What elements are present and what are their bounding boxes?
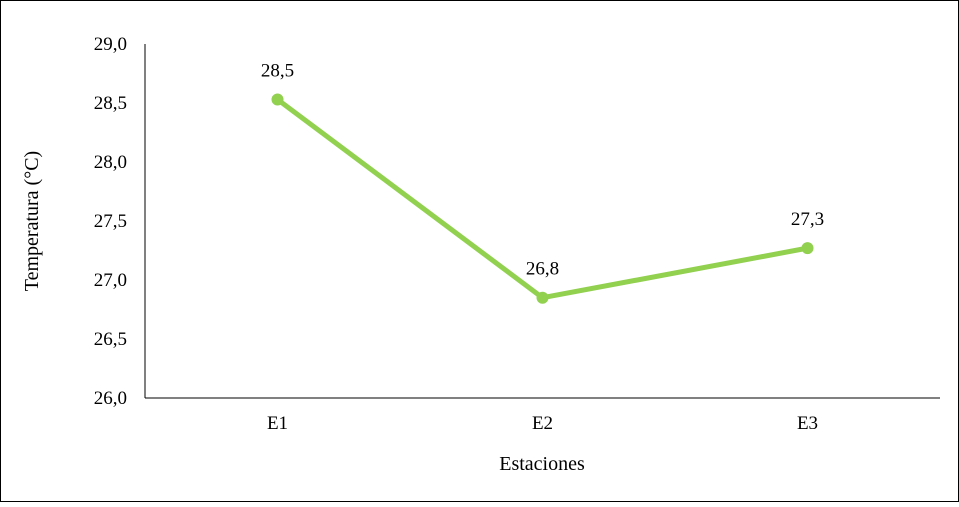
y-tick-label: 26,0 [94, 388, 127, 409]
y-tick-label: 27,0 [94, 270, 127, 291]
data-point [271, 93, 284, 106]
series-layer: 28,5 26,8 27,3 [261, 60, 824, 304]
x-tick-label: E2 [532, 413, 553, 434]
axes: 26,0 26,5 27,0 27,5 28,0 28,5 29,0 E1 E2 E3 [94, 34, 940, 434]
y-tick-label: 26,5 [94, 329, 127, 350]
x-tick-label: E1 [267, 413, 288, 434]
y-tick-label: 29,0 [94, 34, 127, 55]
y-tick-label: 28,5 [94, 93, 127, 114]
data-label: 27,3 [791, 209, 824, 230]
y-tick-label: 27,5 [94, 211, 127, 232]
y-tick-label: 28,0 [94, 152, 127, 173]
data-label: 26,8 [526, 259, 559, 280]
data-label: 28,5 [261, 60, 294, 81]
data-point [801, 242, 814, 255]
x-axis-title: Estaciones [499, 453, 585, 475]
y-axis-title: Temperatura (°C) [21, 151, 43, 291]
data-point [536, 291, 549, 304]
labels-layer: Estaciones Temperatura (°C) [21, 151, 585, 475]
x-tick-label: E3 [797, 413, 818, 434]
